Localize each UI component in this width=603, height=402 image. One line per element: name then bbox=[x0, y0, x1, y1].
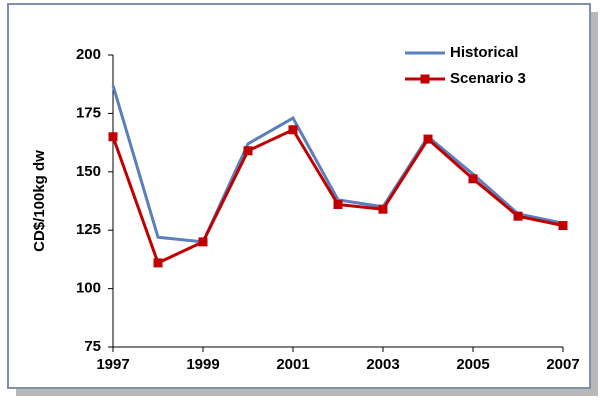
point-marker bbox=[333, 200, 343, 210]
point-marker bbox=[468, 174, 478, 184]
legend-marker bbox=[420, 74, 430, 84]
y-tick-label: 175 bbox=[76, 104, 101, 121]
y-tick-label: 100 bbox=[76, 280, 101, 297]
point-marker bbox=[423, 134, 433, 144]
point-marker bbox=[243, 146, 253, 156]
x-tick-label: 2007 bbox=[546, 356, 579, 373]
legend-label: Scenario 3 bbox=[450, 70, 526, 87]
point-marker bbox=[558, 221, 568, 231]
series-line bbox=[111, 84, 564, 244]
x-tick-label: 2001 bbox=[276, 356, 309, 373]
y-tick-label: 150 bbox=[76, 163, 101, 180]
point-marker bbox=[108, 132, 118, 142]
point-marker bbox=[288, 125, 298, 135]
x-tick-label: 1999 bbox=[186, 356, 219, 373]
x-tick-label: 2005 bbox=[456, 356, 489, 373]
y-tick-label: 75 bbox=[84, 338, 101, 355]
point-marker bbox=[513, 211, 523, 221]
x-tick-label: 2003 bbox=[366, 356, 399, 373]
y-tick-label: 200 bbox=[76, 46, 101, 63]
legend-label: Historical bbox=[450, 44, 518, 61]
point-marker bbox=[153, 258, 163, 268]
point-marker bbox=[198, 237, 208, 247]
x-tick-label: 1997 bbox=[96, 356, 129, 373]
y-axis-label: CD$/100kg dw bbox=[31, 150, 48, 252]
point-marker bbox=[378, 204, 388, 214]
y-tick-label: 125 bbox=[76, 221, 101, 238]
